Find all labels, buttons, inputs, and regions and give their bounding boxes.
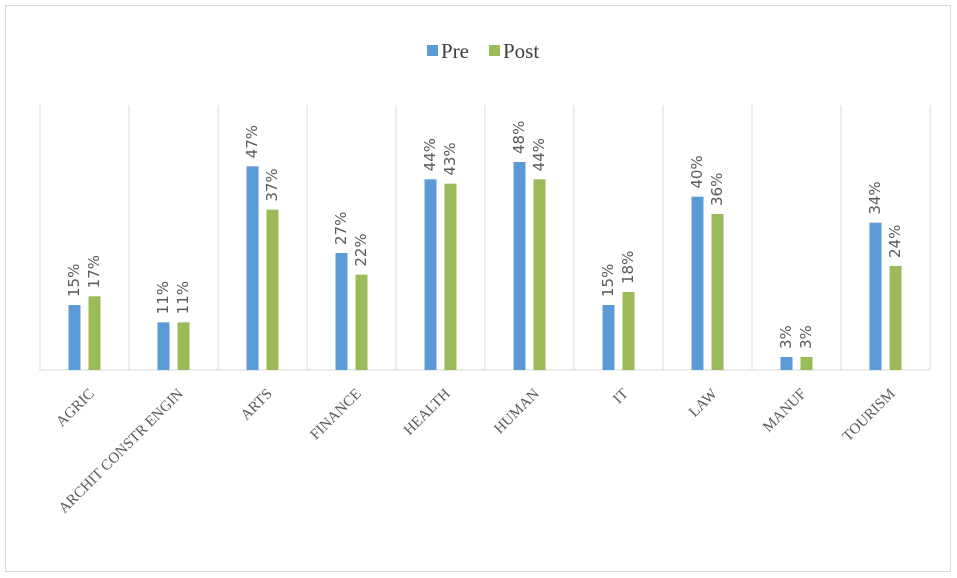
bar — [444, 183, 457, 370]
bar — [177, 322, 190, 370]
bar — [335, 253, 348, 370]
bar — [88, 296, 101, 370]
legend-swatch — [489, 45, 500, 56]
data-label: 22% — [352, 233, 370, 266]
data-label: 40% — [688, 155, 706, 188]
data-label: 15% — [599, 264, 617, 297]
data-label: 44% — [421, 138, 439, 171]
bar — [602, 305, 615, 370]
data-label: 37% — [263, 168, 281, 201]
data-label: 11% — [154, 281, 172, 314]
bar — [68, 305, 81, 370]
data-label: 34% — [866, 181, 884, 214]
data-label: 11% — [174, 281, 192, 314]
bar — [691, 196, 704, 370]
bar — [711, 214, 724, 370]
chart-frame — [5, 5, 951, 572]
data-label: 27% — [332, 212, 350, 245]
bar — [780, 357, 793, 370]
bar — [246, 166, 259, 370]
bar — [355, 274, 368, 370]
data-label: 24% — [886, 225, 904, 258]
bar — [800, 357, 813, 370]
data-label: 36% — [708, 173, 726, 206]
legend-label: Pre — [441, 39, 469, 63]
legend-swatch — [427, 45, 438, 56]
bar — [889, 266, 902, 370]
bar — [424, 179, 437, 370]
data-label: 47% — [243, 125, 261, 158]
bar — [869, 222, 882, 370]
data-label: 48% — [510, 121, 528, 154]
bar — [157, 322, 170, 370]
data-label: 43% — [441, 142, 459, 175]
data-label: 15% — [65, 264, 83, 297]
data-label: 44% — [530, 138, 548, 171]
legend-label: Post — [503, 39, 539, 63]
bar — [622, 292, 635, 370]
bar — [266, 209, 279, 370]
data-label: 3% — [777, 325, 795, 349]
bar — [513, 162, 526, 370]
bar — [533, 179, 546, 370]
data-label: 17% — [85, 255, 103, 288]
data-label: 3% — [797, 325, 815, 349]
data-label: 18% — [619, 251, 637, 284]
